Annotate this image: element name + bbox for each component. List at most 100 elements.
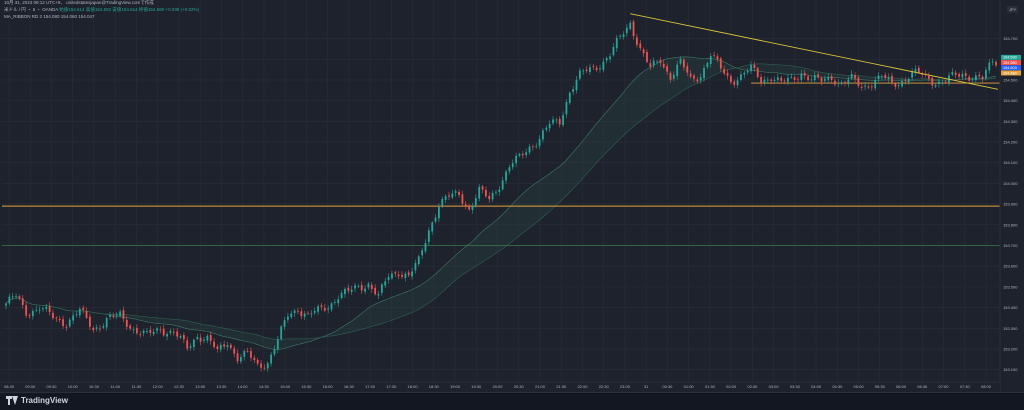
candle-body (582, 70, 585, 72)
candle-body (548, 123, 551, 129)
candle-body (817, 74, 820, 78)
candle-body (894, 83, 897, 87)
candle-body (572, 89, 575, 92)
candle-body (508, 167, 511, 172)
price-chart[interactable]: 153.890 154.700154.600154.500154.400154.… (0, 0, 1024, 392)
candle-body (169, 330, 172, 333)
candle-body (716, 56, 719, 60)
ma-legend[interactable]: MA_RIBBON RD 2 154.080 154.060 154.047 (4, 14, 95, 19)
currency-scale-button[interactable]: JPY (1007, 6, 1018, 13)
candle-body (407, 272, 410, 276)
candle-body (931, 77, 934, 86)
x-tick-label: 10:00 (68, 384, 79, 389)
x-tick-label: 06:30 (917, 384, 928, 389)
candle-body (800, 73, 803, 81)
candle-body (884, 75, 887, 78)
candle-body (961, 73, 964, 78)
candle-body (280, 326, 283, 340)
x-tick-label: 18:30 (429, 384, 440, 389)
candle-body (75, 314, 78, 316)
candle-body (773, 80, 776, 82)
candle-body (216, 346, 219, 349)
candle-body (917, 67, 920, 73)
candle-body (921, 73, 924, 76)
x-tick-label: 05:00 (854, 384, 865, 389)
candle-body (938, 81, 940, 85)
candle-body (350, 289, 353, 292)
candle-body (515, 155, 518, 164)
candle-body (672, 74, 675, 79)
candle-body (189, 346, 192, 348)
candle-body (35, 309, 38, 311)
candle-body (85, 310, 88, 318)
x-tick-label: 00:30 (662, 384, 673, 389)
candle-body (125, 319, 128, 327)
candle-body (162, 328, 165, 336)
candle-body (310, 313, 313, 315)
candle-body (746, 70, 749, 73)
x-tick-label: 23:00 (620, 384, 631, 389)
candle-body (934, 85, 937, 87)
y-tick-label: 154.100 (1003, 160, 1018, 165)
candle-body (877, 75, 880, 79)
candle-body (498, 189, 501, 193)
x-tick-label: 20:30 (514, 384, 525, 389)
candle-body (240, 357, 242, 362)
candle-body (444, 196, 447, 200)
candle-body (703, 68, 705, 79)
candle-body (713, 55, 716, 57)
footer-bar: TradingView (0, 392, 1024, 410)
candle-body (501, 180, 504, 190)
candle-body (622, 34, 625, 37)
candle-body (142, 330, 145, 334)
x-tick-label: 16:30 (344, 384, 355, 389)
x-tick-label: 17:30 (386, 384, 397, 389)
tradingview-logo[interactable]: TradingView (6, 396, 68, 405)
candle-body (55, 317, 58, 319)
candle-body (649, 63, 652, 67)
x-tick-label: 16:00 (323, 384, 334, 389)
price-label-bg (1001, 60, 1021, 66)
candle-body (827, 76, 830, 80)
symbol-label[interactable]: 米ドル / 円 ・ 5 ・ OANDA (4, 7, 59, 12)
candle-body (377, 294, 380, 296)
candle-body (599, 68, 601, 70)
candle-body (810, 79, 813, 81)
x-tick-label: 12:00 (153, 384, 164, 389)
x-tick-label: 10:30 (89, 384, 100, 389)
candle-body (525, 152, 528, 156)
price-label: 154.580 (1003, 61, 1017, 65)
candle-body (266, 363, 269, 369)
candle-body (25, 305, 28, 316)
y-tick-label: 153.400 (1003, 305, 1018, 310)
x-tick-label: 04:30 (832, 384, 843, 389)
candle-body (458, 191, 460, 196)
candle-body (854, 75, 856, 79)
candle-body (864, 85, 867, 87)
candle-body (840, 83, 843, 84)
candle-body (632, 21, 635, 37)
candle-body (384, 281, 387, 286)
candle-body (474, 198, 477, 206)
candle-body (166, 333, 168, 337)
x-tick-label: 03:30 (790, 384, 801, 389)
candle-body (874, 80, 877, 89)
candle-body (468, 205, 471, 210)
tradingview-logo-icon (6, 396, 18, 405)
candle-body (102, 326, 105, 328)
candle-body (119, 311, 122, 316)
candle-body (203, 339, 205, 341)
low-value: 安値154.514 (112, 7, 138, 12)
candle-body (5, 303, 7, 306)
candle-body (723, 69, 726, 74)
candle-body (320, 305, 323, 307)
candle-body (246, 351, 249, 352)
candle-body (417, 256, 420, 265)
candle-body (52, 312, 54, 319)
x-tick-label: 03:00 (769, 384, 780, 389)
candle-body (421, 250, 424, 256)
x-tick-label: 17:00 (365, 384, 376, 389)
y-tick-label: 153.600 (1003, 264, 1018, 269)
candle-body (270, 354, 273, 364)
candle-body (907, 78, 910, 82)
